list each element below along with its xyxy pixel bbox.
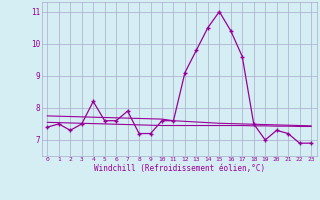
X-axis label: Windchill (Refroidissement éolien,°C): Windchill (Refroidissement éolien,°C) [94, 164, 265, 173]
